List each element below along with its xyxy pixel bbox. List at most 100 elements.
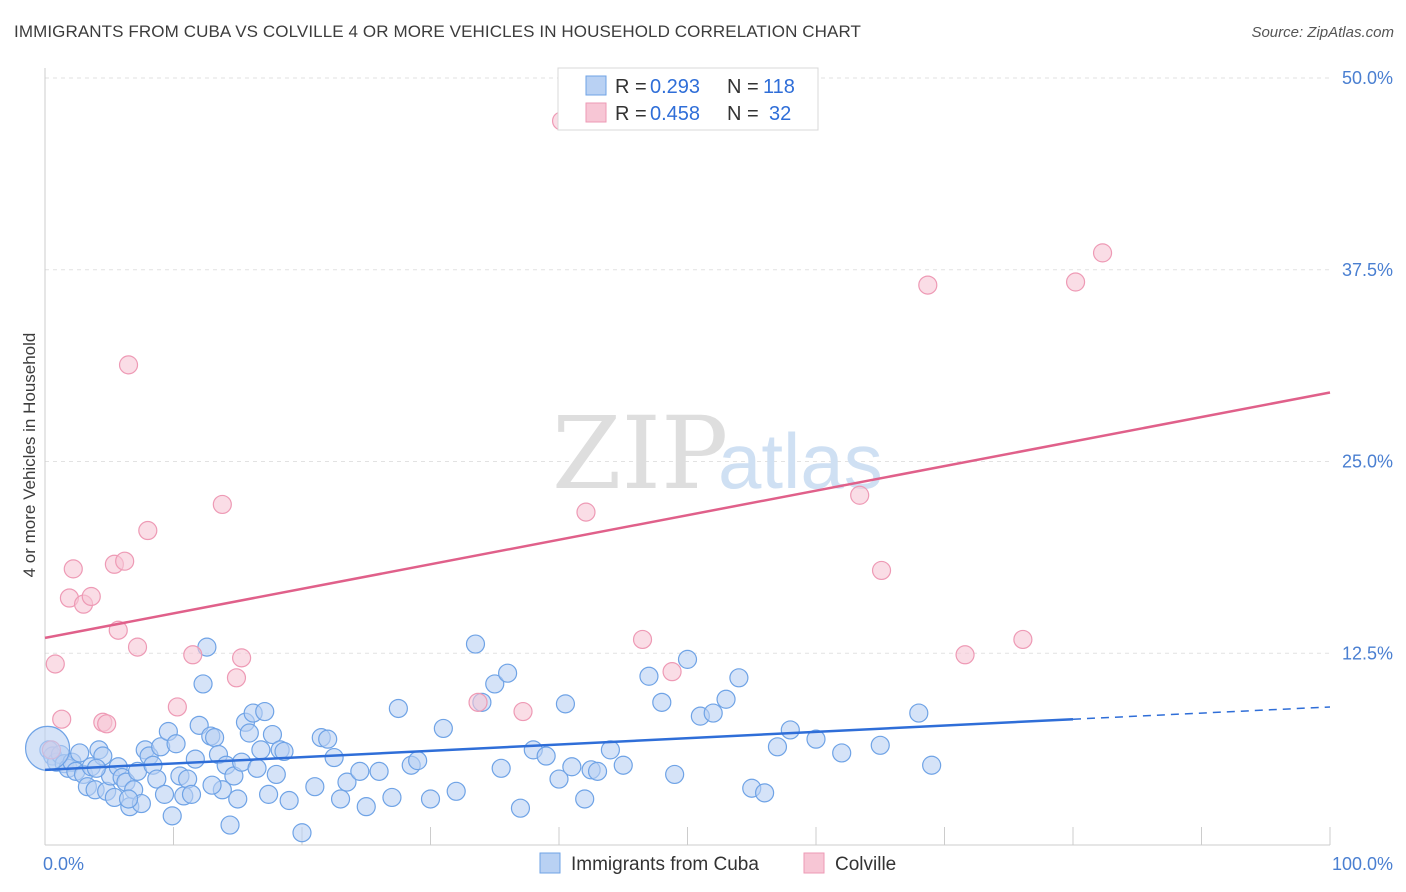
point-cuba [729, 668, 749, 688]
point-cuba [318, 729, 338, 749]
point-cuba [181, 784, 202, 804]
point-cuba [292, 823, 312, 843]
point-cuba [806, 729, 826, 749]
y-axis-label: 4 or more Vehicles in Household [20, 333, 39, 578]
watermark-zip: ZIP [552, 395, 728, 512]
trend-line-colville [44, 391, 1331, 640]
point-cuba [350, 761, 370, 781]
point-cuba [575, 789, 595, 809]
point-colville [81, 586, 101, 607]
trend-lines [44, 391, 1331, 772]
point-cuba [510, 798, 531, 818]
point-cuba [832, 743, 852, 763]
axes [44, 68, 1331, 846]
point-cuba [408, 751, 428, 771]
chart-title: IMMIGRANTS FROM CUBA VS COLVILLE 4 OR MO… [14, 22, 862, 41]
point-colville [138, 520, 158, 541]
point-cuba [677, 649, 698, 669]
point-cuba [909, 703, 929, 723]
x-tick-labels: 0.0% 100.0% [43, 854, 1393, 874]
point-cuba [239, 723, 259, 743]
point-cuba [220, 815, 240, 835]
point-cuba [337, 772, 357, 792]
grid [45, 77, 1330, 654]
point-cuba [639, 666, 659, 686]
trend-line-cuba-extension [1072, 706, 1331, 720]
point-colville [576, 502, 596, 522]
point-cuba [491, 758, 511, 778]
legend-n-value-2: 32 [769, 103, 791, 125]
legend-n-label-2: N = [727, 103, 759, 125]
point-cuba [555, 694, 576, 714]
point-colville [226, 668, 247, 688]
legend-swatch-cuba [585, 75, 607, 96]
point-colville [918, 275, 938, 295]
series-label-cuba: Immigrants from Cuba [571, 854, 759, 875]
point-colville [232, 648, 252, 668]
point-colville [167, 697, 187, 717]
x-tick-label: 0.0% [43, 854, 84, 874]
point-cuba [185, 749, 205, 769]
point-cuba [228, 789, 248, 809]
point-colville [63, 559, 83, 579]
point-cuba [251, 740, 271, 760]
point-cuba [205, 728, 225, 748]
point-cuba [193, 674, 213, 694]
series-legend: Immigrants from Cuba Colville [539, 852, 896, 875]
point-cuba [202, 775, 222, 795]
point-cuba [498, 663, 518, 683]
point-cuba [870, 735, 890, 755]
point-cuba [330, 789, 351, 809]
point-cuba [382, 787, 402, 808]
point-cuba [118, 789, 139, 809]
point-cuba [356, 797, 376, 817]
point-colville [52, 709, 72, 729]
point-cuba [70, 743, 90, 763]
point-cuba [247, 758, 267, 778]
point-cuba [536, 746, 556, 766]
point-cuba [255, 701, 275, 722]
point-cuba [780, 720, 800, 740]
series-swatch-colville [803, 852, 825, 874]
point-cuba [754, 783, 775, 803]
point-cuba [587, 761, 608, 781]
point-cuba [266, 764, 286, 785]
point-cuba [166, 734, 186, 754]
point-cuba [279, 790, 299, 811]
point-cuba [485, 674, 505, 694]
y-tick-label: 12.5% [1342, 643, 1393, 663]
trend-line-cuba [44, 717, 1074, 772]
source-label: Source: ZipAtlas.com [1251, 24, 1394, 41]
point-cuba [262, 724, 283, 745]
point-cuba [613, 755, 633, 775]
point-colville [513, 701, 533, 722]
point-colville [115, 551, 135, 571]
point-colville [183, 645, 203, 665]
point-colville [662, 662, 682, 682]
point-cuba [324, 747, 344, 768]
point-cuba [703, 703, 723, 723]
legend-r-label-2: R = [615, 103, 647, 125]
point-cuba [562, 757, 582, 777]
legend-r-label-1: R = [615, 76, 647, 98]
y-tick-label: 50.0% [1342, 68, 1393, 88]
point-colville [45, 654, 65, 674]
point-cuba [600, 740, 621, 760]
point-colville [212, 494, 232, 515]
point-colville [850, 485, 870, 505]
point-cuba [147, 769, 167, 789]
point-cuba [274, 741, 294, 762]
legend-swatch-colville [585, 102, 607, 123]
point-cuba [305, 777, 325, 797]
point-cuba [465, 634, 486, 654]
point-cuba [665, 764, 685, 785]
x-tick-label: 100.0% [1332, 854, 1393, 874]
point-colville [118, 355, 139, 375]
point-cuba [388, 698, 408, 719]
series-label-colville: Colville [835, 854, 896, 875]
data-points [24, 111, 1113, 843]
y-tick-label: 25.0% [1342, 452, 1393, 472]
point-cuba [716, 689, 736, 709]
point-colville [632, 629, 653, 650]
